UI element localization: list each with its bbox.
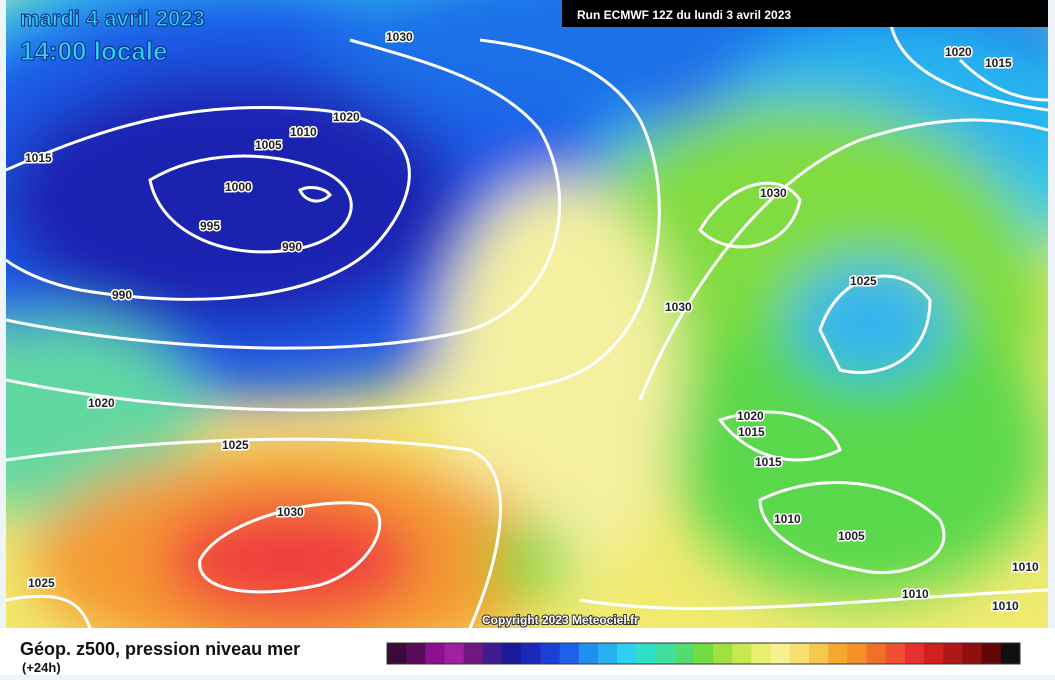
isobar-label: 1030 [386,30,413,44]
map-time: 14:00 locale [20,36,167,66]
colorbar-swatch [463,643,484,664]
colorbar-swatch [828,643,848,664]
isobar-label: 1010 [992,599,1019,613]
colorbar-swatch [866,643,887,664]
isobar-label: 1015 [985,56,1012,70]
isobar-label: 1020 [737,409,764,423]
isobar-label: 1015 [755,455,782,469]
map-date: mardi 4 avril 2023 [20,6,205,31]
colorbar-swatch [444,643,465,664]
colorbar-swatch [981,643,1002,664]
isobar-label: 1025 [850,274,877,288]
copyright: Copyright 2023 Meteociel.fr [482,613,639,627]
colorbar-swatch [540,643,561,664]
run-label: Run ECMWF 12Z du lundi 3 avril 2023 [577,8,791,22]
isobar-label: 1030 [665,300,692,314]
colorbar-swatch [904,643,925,664]
isobar-label: 1020 [88,396,115,410]
colorbar-swatch [1000,643,1021,664]
isobar-label: 1010 [774,512,801,526]
colorbar-swatch [598,643,618,664]
colorbar-swatch [578,643,599,664]
isobar-label: 995 [200,219,220,233]
colorbar-swatch [732,643,752,664]
colorbar-swatch [674,643,695,664]
colorbar-swatch [406,643,426,664]
colorbar-swatch [502,643,522,664]
isobar-label: 1025 [222,438,249,452]
isobar-label: 1015 [25,151,52,165]
colorbar-swatch [617,643,637,664]
colorbar-swatch [425,643,446,664]
isobar-label: 1010 [902,587,929,601]
isobars [6,19,1048,628]
colorbar-swatch [655,643,676,664]
colorbar-swatch [885,643,906,664]
colorbar-swatch [559,643,580,664]
colorbar-swatch [713,643,733,664]
colorbar-swatch [751,643,772,664]
isobar-label: 1000 [225,180,252,194]
isobar-label: 1005 [838,529,865,543]
colorbar-swatch [789,643,810,664]
colorbar-swatch [482,643,503,664]
isobar-label: 1015 [738,425,765,439]
legend-title: Géop. z500, pression niveau mer [20,639,300,659]
colorbar-swatch [521,643,541,664]
isobar-label: 1010 [1012,560,1039,574]
colorbar-swatch [809,643,829,664]
isobar-label: 1005 [255,138,282,152]
colorbar-swatch [693,643,714,664]
isobar-label: 1020 [333,110,360,124]
isobar-label: 990 [112,288,132,302]
isobar-label: 1025 [28,576,55,590]
isobar-label: 990 [282,240,302,254]
isobar-label: 1020 [945,45,972,59]
colorbar [386,642,1021,665]
colorbar-swatch [847,643,868,664]
colorbar-swatch [962,643,983,664]
colorbar-swatch [387,643,407,664]
legend-subtitle: (+24h) [22,660,61,675]
run-banner [562,0,1048,27]
colorbar-swatch [636,643,657,664]
colorbar-swatch [943,643,963,664]
isobar-label: 1030 [277,505,304,519]
colorbar-frame [386,642,1021,665]
colorbar-swatch [924,643,944,664]
isobar-label: 1010 [290,125,317,139]
isobar-label: 1030 [760,186,787,200]
colorbar-swatch [770,643,791,664]
